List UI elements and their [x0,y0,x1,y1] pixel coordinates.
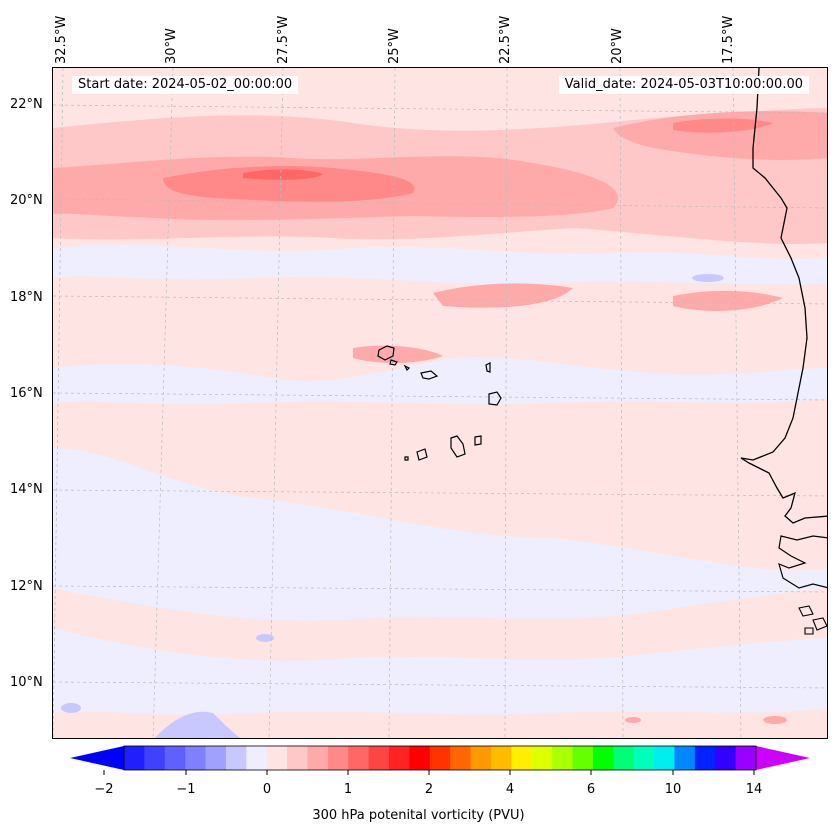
colorbar-cell [633,746,655,770]
colorbar-tick-label: −1 [176,782,196,797]
colorbar-max-arrow [756,746,810,770]
colorbar-tick-label: 1 [343,782,353,797]
colorbar-cells [124,746,757,770]
pv-high-patch-s [625,717,641,723]
lon-label-25w: 25°W [387,28,402,64]
colorbar-cell [715,746,737,770]
colorbar-cell [735,746,757,770]
colorbar-cell [429,746,451,770]
colorbar-cell [266,746,288,770]
colorbar-cell [572,746,594,770]
colorbar-cell [409,746,431,770]
colorbar-cell [450,746,472,770]
colorbar-cell [552,746,574,770]
lat-label-22n: 22°N [10,97,43,112]
colorbar-cell [592,746,614,770]
lon-label-27-5w: 27.5°W [276,15,291,64]
colorbar-cell [511,746,533,770]
colorbar-cell [389,746,410,770]
colorbar-cell [307,746,329,770]
africa-coastline-bijagos [798,605,827,635]
colorbar-cell [694,746,716,770]
lat-label-18n: 18°N [10,290,43,305]
pv-contour-core-north [243,169,323,180]
colorbar [70,745,810,775]
pv-low-patch-south [154,711,241,738]
pv-low-patch-sw [256,634,274,642]
colorbar-tick-label: 14 [745,782,763,797]
pv-low-patch-sw2 [61,703,81,713]
colorbar-tick-label: 6 [586,782,596,797]
africa-coastline-south [778,535,827,589]
colorbar-cell [613,746,635,770]
pv-contour-ne-strong [673,118,773,133]
pv-contour-blue-upper [53,245,827,285]
colorbar-cell [470,746,492,770]
colorbar-cell [327,746,349,770]
pv-contour-strong-north [163,166,415,202]
lon-label-30w: 30°W [164,28,179,64]
africa-coastline [740,68,827,524]
pv-high-patch-se [763,716,787,724]
lat-label-10n: 10°N [10,675,43,690]
lat-label-16n: 16°N [10,386,43,401]
colorbar-cell [246,746,268,770]
colorbar-ticks [103,770,755,775]
pv-field-map [53,68,827,738]
lon-label-32-5w: 32.5°W [54,15,69,64]
colorbar-tick-label: 0 [262,782,272,797]
valid-date-label: Valid_date: 2024-05-03T10:00:00.00 [558,76,809,94]
pv-contour-blue-lower [53,628,827,715]
lat-label-12n: 12°N [10,579,43,594]
colorbar-tick-label: 2 [424,782,434,797]
colorbar-cell [654,746,675,770]
cape-verde-islands [377,345,502,461]
lat-label-14n: 14°N [10,482,43,497]
colorbar-cell [287,746,308,770]
pv-contour-patch-17n [353,345,443,363]
colorbar-cell [368,746,390,770]
colorbar-min-arrow [70,746,124,770]
colorbar-cell [348,746,370,770]
colorbar-cell [185,746,207,770]
pv-contour-patch-18n [433,283,573,308]
colorbar-cell [144,746,166,770]
colorbar-cell [674,746,696,770]
pv-low-patch-east [692,274,724,282]
colorbar-title: 300 hPa potenital vorticity (PVU) [312,808,525,823]
colorbar-tick-label: −2 [94,782,114,797]
colorbar-cell [124,746,145,770]
colorbar-cell [490,746,512,770]
lon-label-20w: 20°W [610,28,625,64]
colorbar-tick-label: 10 [664,782,682,797]
lon-label-22-5w: 22.5°W [498,15,513,64]
lon-label-17-5w: 17.5°W [721,15,736,64]
colorbar-outline [123,745,757,771]
pv-contour-ne [613,111,827,160]
colorbar-cell [531,746,553,770]
colorbar-cell [164,746,186,770]
pv-contour-patch-18n-east [673,290,783,311]
map-panel [52,67,828,739]
start-date-label: Start date: 2024-05-02_00:00:00 [72,76,299,94]
colorbar-tick-label: 4 [505,782,515,797]
gridlines [53,68,827,738]
lat-label-20n: 20°N [10,193,43,208]
pv-contour-blue-mid [53,356,827,405]
colorbar-cell [225,746,247,770]
colorbar-cell [205,746,227,770]
